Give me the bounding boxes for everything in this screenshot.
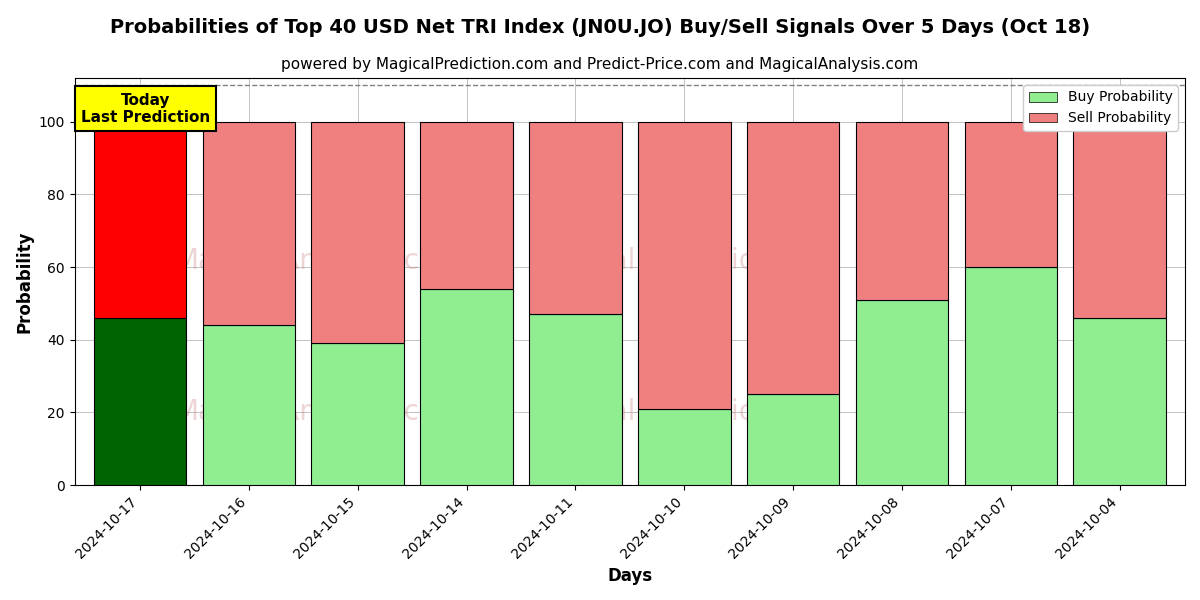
Bar	[203, 122, 295, 325]
Text: MagicalPrediction.com: MagicalPrediction.com	[529, 398, 841, 426]
Y-axis label: Probability: Probability	[16, 230, 34, 333]
Bar	[420, 289, 512, 485]
Text: MagicalAnalysis.com: MagicalAnalysis.com	[174, 398, 463, 426]
Bar	[746, 394, 839, 485]
Text: powered by MagicalPrediction.com and Predict-Price.com and MagicalAnalysis.com: powered by MagicalPrediction.com and Pre…	[281, 57, 919, 72]
Bar	[965, 122, 1057, 267]
Bar	[529, 122, 622, 314]
Legend: Buy Probability, Sell Probability: Buy Probability, Sell Probability	[1024, 85, 1178, 131]
Bar	[312, 122, 404, 343]
Bar	[94, 122, 186, 318]
Bar	[1074, 318, 1166, 485]
Bar	[638, 409, 731, 485]
Bar	[94, 318, 186, 485]
Bar	[420, 122, 512, 289]
Text: MagicalPrediction.com: MagicalPrediction.com	[529, 247, 841, 275]
Text: Probabilities of Top 40 USD Net TRI Index (JN0U.JO) Buy/Sell Signals Over 5 Days: Probabilities of Top 40 USD Net TRI Inde…	[110, 18, 1090, 37]
Bar	[965, 267, 1057, 485]
Text: Today
Last Prediction: Today Last Prediction	[80, 92, 210, 125]
Bar	[529, 314, 622, 485]
Bar	[856, 300, 948, 485]
Bar	[203, 325, 295, 485]
X-axis label: Days: Days	[607, 567, 653, 585]
Bar	[312, 343, 404, 485]
Text: MagicalAnalysis.com: MagicalAnalysis.com	[174, 247, 463, 275]
Bar	[856, 122, 948, 300]
Bar	[746, 122, 839, 394]
Bar	[1074, 122, 1166, 318]
Bar	[638, 122, 731, 409]
